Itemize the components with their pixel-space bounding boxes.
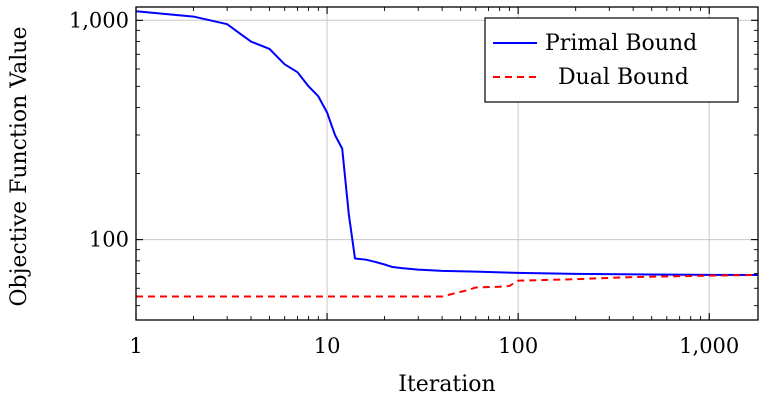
plot-frame <box>135 6 759 321</box>
y-tick-label: 1,000 <box>69 8 129 32</box>
x-tick-label: 1 <box>129 334 142 358</box>
legend-label-primal-bound: Primal Bound <box>545 31 697 56</box>
y-axis-label: Objective Function Value <box>7 26 32 306</box>
legend-box <box>484 17 739 103</box>
y-tick-label: 100 <box>89 228 129 252</box>
tick-labels: 1 10 100 1,000 100 1,000 <box>69 8 739 358</box>
x-tick-label: 1,000 <box>679 334 739 358</box>
legend: Primal Bound Dual Bound <box>484 17 739 103</box>
series-line-primal-bound <box>135 10 759 276</box>
series-layer <box>135 10 759 298</box>
legend-label-dual-bound: Dual Bound <box>558 65 689 90</box>
series-line-dual-bound <box>136 273 759 298</box>
major-ticks <box>135 7 758 320</box>
x-tick-label: 10 <box>314 334 341 358</box>
x-tick-label: 100 <box>498 334 538 358</box>
minor-ticks <box>136 7 758 320</box>
x-axis-label: Iteration <box>398 372 495 397</box>
